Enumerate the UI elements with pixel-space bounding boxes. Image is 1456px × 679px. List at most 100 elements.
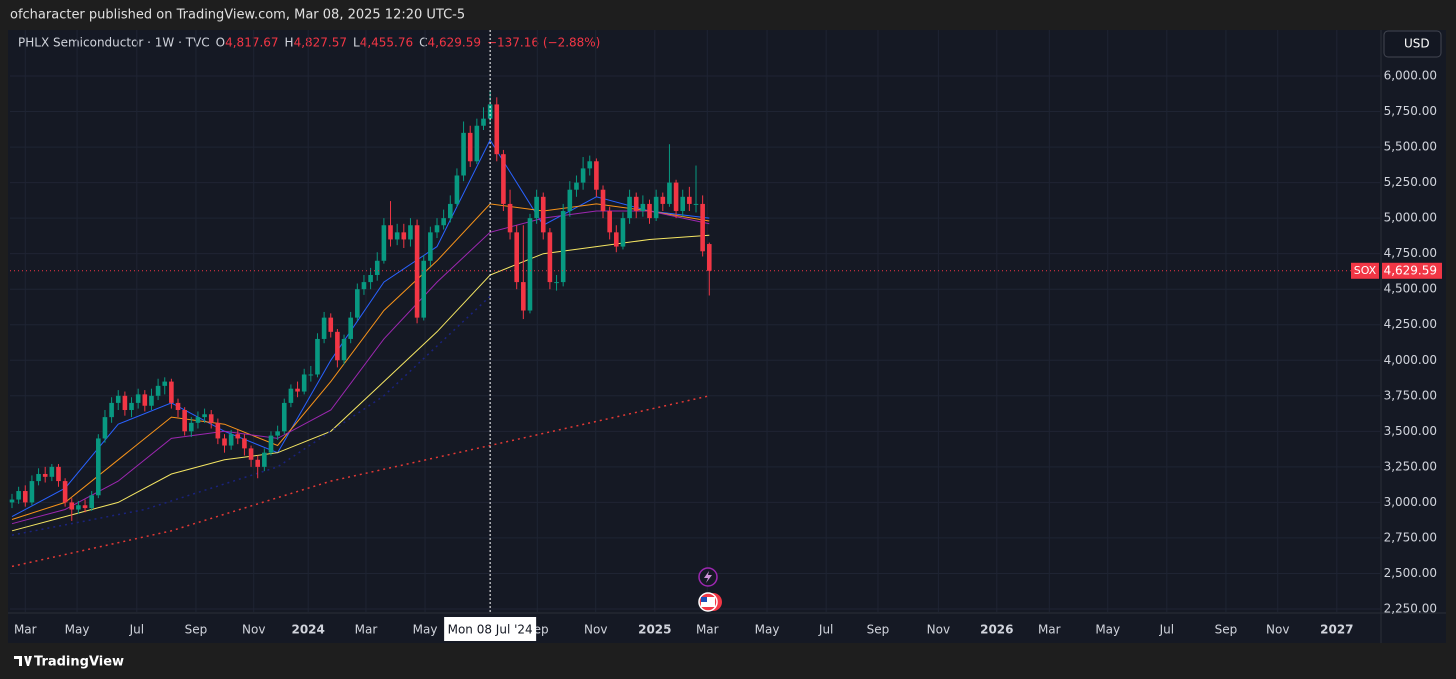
candle-body bbox=[56, 466, 61, 482]
candle-body bbox=[16, 491, 21, 500]
x-tick-label: Mar bbox=[696, 623, 719, 637]
candle-body bbox=[633, 196, 639, 212]
candle-body bbox=[76, 505, 81, 510]
candle-body bbox=[574, 182, 579, 190]
candle-body bbox=[673, 182, 679, 212]
x-tick-label: Jul bbox=[818, 623, 833, 637]
x-tick-label: Sep bbox=[185, 623, 208, 637]
candle-body bbox=[301, 374, 307, 392]
candle-body bbox=[540, 196, 546, 233]
legend-value: 4,827.57 bbox=[294, 36, 347, 50]
candle-body bbox=[275, 431, 280, 436]
y-tick-label: 4,750.00 bbox=[1384, 246, 1437, 260]
candle-body bbox=[169, 381, 174, 403]
candle-body bbox=[155, 385, 161, 396]
candle-body bbox=[215, 422, 221, 439]
candle-body bbox=[700, 203, 705, 252]
y-tick-label: 5,000.00 bbox=[1384, 211, 1437, 225]
legend-value: 4,455.76 bbox=[360, 36, 413, 50]
candle-body bbox=[368, 274, 373, 283]
brand-logo bbox=[14, 656, 32, 666]
symbol-tag-text: SOX bbox=[1354, 264, 1377, 277]
candle-body bbox=[660, 196, 666, 204]
candle-body bbox=[667, 182, 672, 204]
legend-key: L bbox=[353, 36, 360, 50]
candle-body bbox=[295, 388, 300, 392]
candle-body bbox=[96, 438, 101, 496]
candle-body bbox=[374, 260, 380, 275]
candle-body bbox=[388, 225, 393, 240]
candle-body bbox=[222, 438, 227, 446]
candle-body bbox=[434, 225, 440, 233]
candle-body bbox=[262, 452, 267, 467]
candle-body bbox=[514, 232, 519, 283]
x-tick-label: Nov bbox=[584, 623, 607, 637]
y-tick-label: 5,500.00 bbox=[1384, 140, 1437, 154]
candle-body bbox=[348, 317, 353, 339]
y-tick-label: 2,250.00 bbox=[1384, 602, 1437, 616]
candle-body bbox=[22, 491, 28, 503]
candle-body bbox=[394, 232, 400, 240]
candle-body bbox=[474, 125, 480, 162]
candle-body bbox=[547, 232, 553, 283]
candle-body bbox=[428, 232, 433, 261]
moving-average bbox=[11, 295, 491, 536]
moving-average bbox=[11, 395, 710, 568]
candle-body bbox=[554, 282, 559, 284]
moving-average bbox=[11, 234, 710, 532]
candle-body bbox=[208, 414, 214, 423]
candle-body bbox=[142, 394, 148, 406]
crosshair-label: Mon 08 Jul '24 bbox=[448, 623, 533, 637]
x-tick-label: May bbox=[1095, 623, 1120, 637]
x-tick-label: Jul bbox=[129, 623, 144, 637]
candle-body bbox=[162, 381, 168, 386]
candle-body bbox=[175, 402, 181, 411]
candle-body bbox=[560, 211, 566, 283]
price-tag-text: 4,629.59 bbox=[1384, 263, 1437, 277]
candle-body bbox=[687, 196, 692, 204]
candle-body bbox=[321, 317, 327, 339]
candle-body bbox=[235, 434, 241, 439]
candle-body bbox=[89, 495, 94, 509]
candle-body bbox=[202, 414, 207, 418]
plot: 2,250.00 2,500.00 2,750.00 3,000.00 3,250.00… bbox=[9, 30, 1442, 641]
candle-body bbox=[607, 211, 612, 233]
moving-average bbox=[11, 203, 710, 520]
candle-body bbox=[242, 438, 247, 449]
publisher: ofcharacter published on TradingView.com… bbox=[10, 8, 465, 23]
candle-body bbox=[501, 154, 506, 204]
y-tick-label: 3,500.00 bbox=[1384, 424, 1437, 438]
y-tick-label: 2,750.00 bbox=[1384, 530, 1437, 544]
candle-body bbox=[102, 417, 108, 439]
x-tick-label: Nov bbox=[927, 623, 950, 637]
x-tick-label: Mar bbox=[355, 623, 378, 637]
candle-body bbox=[129, 402, 134, 411]
y-tick-label: 5,750.00 bbox=[1384, 104, 1437, 118]
legend: PHLX Semiconductor · 1W · TVC O 4,817.67 H… bbox=[18, 36, 600, 50]
candle-body bbox=[680, 196, 686, 212]
candle-body bbox=[9, 499, 15, 503]
candle-body bbox=[268, 435, 274, 453]
candle-body bbox=[288, 388, 294, 403]
candle-body bbox=[381, 225, 387, 261]
candle-body bbox=[594, 161, 599, 190]
candle-body bbox=[580, 168, 586, 183]
currency[interactable]: USD bbox=[1404, 37, 1430, 51]
candle-body bbox=[115, 395, 121, 403]
x-tick-label: 2024 bbox=[291, 623, 324, 637]
currency-button[interactable] bbox=[1383, 30, 1442, 58]
x-tick-label: Sep bbox=[867, 623, 890, 637]
candle-body bbox=[195, 417, 201, 423]
candle-body bbox=[315, 338, 320, 375]
x-tick-label: Sep bbox=[1215, 623, 1238, 637]
candle-body bbox=[467, 132, 473, 162]
x-tick-label: May bbox=[413, 623, 438, 637]
candle-body bbox=[521, 282, 526, 311]
candle-body bbox=[693, 203, 699, 205]
moving-average bbox=[11, 210, 710, 525]
symbol-title: PHLX Semiconductor · 1W · TVC bbox=[18, 36, 210, 50]
candle-body bbox=[36, 473, 41, 482]
candle-body bbox=[461, 132, 466, 176]
y-tick-label: 4,250.00 bbox=[1384, 317, 1437, 331]
